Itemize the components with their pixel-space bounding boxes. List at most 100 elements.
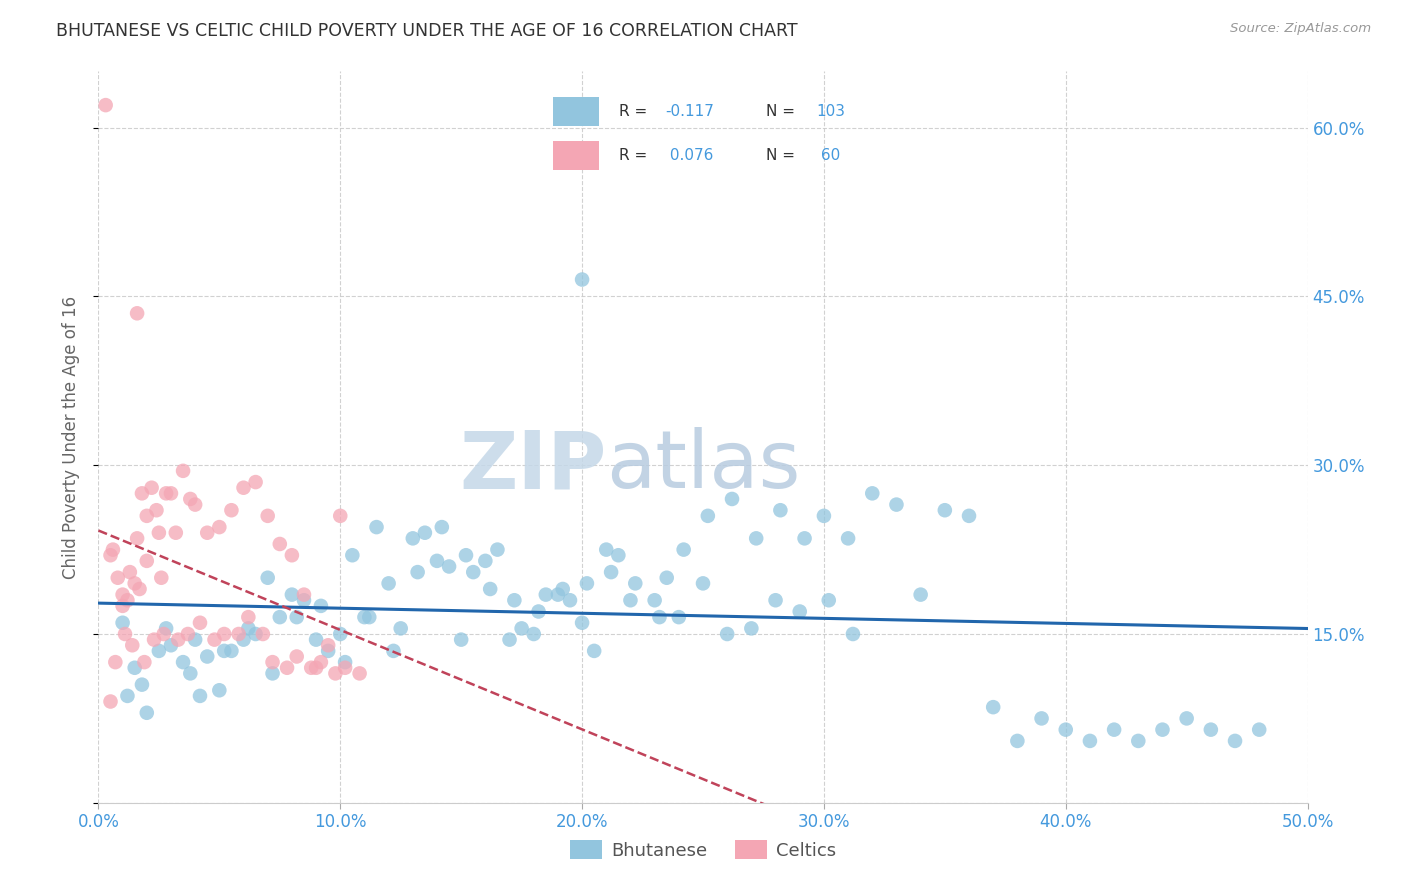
Point bbox=[316, 638, 339, 652]
Point bbox=[184, 632, 207, 647]
Point bbox=[406, 565, 429, 579]
Point bbox=[292, 593, 315, 607]
Point bbox=[558, 593, 581, 607]
Point bbox=[325, 666, 347, 681]
Point bbox=[716, 627, 738, 641]
Point bbox=[117, 689, 139, 703]
Point bbox=[299, 661, 322, 675]
Point bbox=[150, 571, 173, 585]
Point bbox=[212, 627, 235, 641]
Point bbox=[221, 503, 243, 517]
Point bbox=[256, 571, 278, 585]
Text: ZIP: ZIP bbox=[458, 427, 606, 506]
Point bbox=[575, 576, 598, 591]
Point bbox=[135, 508, 157, 523]
Point bbox=[450, 632, 472, 647]
Point bbox=[353, 610, 375, 624]
Point bbox=[463, 565, 485, 579]
Point bbox=[437, 559, 460, 574]
Point bbox=[160, 638, 183, 652]
Point bbox=[101, 542, 124, 557]
Point bbox=[179, 666, 201, 681]
Point bbox=[342, 548, 364, 562]
Point bbox=[128, 582, 150, 596]
Point bbox=[167, 632, 190, 647]
Point bbox=[111, 588, 134, 602]
Point bbox=[842, 627, 865, 641]
Point bbox=[696, 508, 718, 523]
Y-axis label: Child Poverty Under the Age of 16: Child Poverty Under the Age of 16 bbox=[62, 295, 80, 579]
Point bbox=[195, 525, 218, 540]
Point bbox=[262, 666, 284, 681]
Point bbox=[188, 689, 211, 703]
Point bbox=[305, 632, 328, 647]
Point bbox=[262, 655, 284, 669]
Point bbox=[503, 593, 526, 607]
Point bbox=[127, 306, 149, 320]
Point bbox=[1199, 723, 1222, 737]
Point bbox=[765, 593, 787, 607]
Point bbox=[165, 525, 187, 540]
Text: atlas: atlas bbox=[606, 427, 800, 506]
Point bbox=[1031, 711, 1053, 725]
Point bbox=[648, 610, 671, 624]
Point bbox=[135, 554, 157, 568]
Point bbox=[692, 576, 714, 591]
Point bbox=[1175, 711, 1198, 725]
Point bbox=[547, 588, 569, 602]
Point bbox=[148, 525, 170, 540]
Text: Source: ZipAtlas.com: Source: ZipAtlas.com bbox=[1230, 22, 1371, 36]
Point bbox=[152, 627, 174, 641]
Point bbox=[114, 627, 136, 641]
Point bbox=[624, 576, 647, 591]
Point bbox=[124, 576, 146, 591]
Point bbox=[1102, 723, 1125, 737]
Point bbox=[281, 588, 304, 602]
Point bbox=[107, 571, 129, 585]
Point bbox=[143, 632, 166, 647]
Point bbox=[121, 638, 143, 652]
Point bbox=[148, 644, 170, 658]
Point bbox=[131, 678, 153, 692]
Point bbox=[172, 464, 194, 478]
Point bbox=[366, 520, 388, 534]
Point bbox=[118, 565, 141, 579]
Point bbox=[1054, 723, 1077, 737]
Point bbox=[1152, 723, 1174, 737]
Point bbox=[172, 655, 194, 669]
Point bbox=[292, 588, 315, 602]
Point bbox=[127, 532, 149, 546]
Point bbox=[1223, 734, 1246, 748]
Point bbox=[655, 571, 678, 585]
Point bbox=[957, 508, 980, 523]
Point bbox=[111, 599, 134, 613]
Point bbox=[402, 532, 425, 546]
Point bbox=[817, 593, 839, 607]
Point bbox=[474, 554, 496, 568]
Point bbox=[238, 610, 260, 624]
Point bbox=[349, 666, 371, 681]
Point bbox=[668, 610, 690, 624]
Point bbox=[644, 593, 666, 607]
Point bbox=[252, 627, 274, 641]
Point bbox=[160, 486, 183, 500]
Point bbox=[721, 491, 744, 506]
Point bbox=[208, 683, 231, 698]
Point bbox=[177, 627, 200, 641]
Point bbox=[285, 610, 308, 624]
Point bbox=[204, 632, 226, 647]
Point bbox=[837, 532, 859, 546]
Point bbox=[413, 525, 436, 540]
Point bbox=[793, 532, 815, 546]
Point bbox=[571, 615, 593, 630]
Point bbox=[813, 508, 835, 523]
Point bbox=[221, 644, 243, 658]
Point bbox=[309, 599, 332, 613]
Point bbox=[377, 576, 399, 591]
Point bbox=[527, 605, 550, 619]
Point bbox=[232, 632, 254, 647]
Point bbox=[232, 481, 254, 495]
Point bbox=[860, 486, 883, 500]
Point bbox=[740, 621, 762, 635]
Point bbox=[228, 627, 250, 641]
